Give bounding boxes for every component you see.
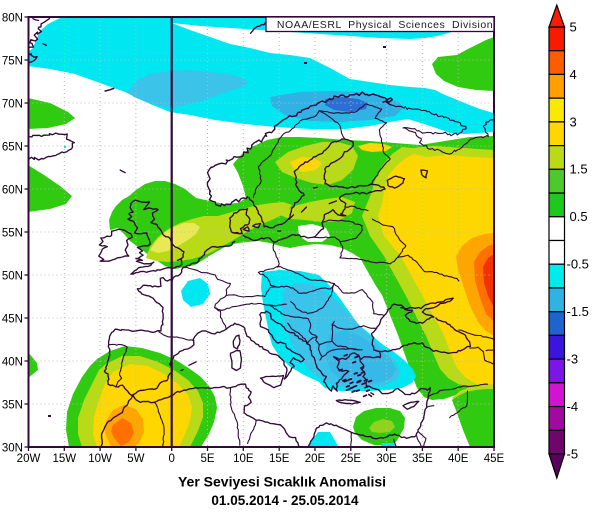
svg-text:3: 3 <box>570 114 577 129</box>
svg-text:Yer Seviyesi Sıcaklık Anomalis: Yer Seviyesi Sıcaklık Anomalisi <box>178 474 386 490</box>
svg-text:10E: 10E <box>233 453 254 465</box>
svg-text:1.5: 1.5 <box>570 162 588 177</box>
svg-text:45E: 45E <box>484 453 505 465</box>
svg-text:25E: 25E <box>341 453 362 465</box>
svg-text:20W: 20W <box>17 453 41 465</box>
svg-text:-1.5: -1.5 <box>567 304 589 319</box>
svg-text:70N: 70N <box>2 98 23 110</box>
svg-text:15W: 15W <box>52 453 76 465</box>
svg-text:01.05.2014 - 25.05.2014: 01.05.2014 - 25.05.2014 <box>211 493 359 508</box>
svg-text:20E: 20E <box>305 453 326 465</box>
svg-text:15E: 15E <box>269 453 290 465</box>
svg-text:-4: -4 <box>567 399 579 414</box>
svg-text:5: 5 <box>570 19 577 34</box>
svg-text:35E: 35E <box>412 453 433 465</box>
svg-text:0.5: 0.5 <box>570 209 588 224</box>
svg-text:4: 4 <box>570 67 577 82</box>
svg-text:65N: 65N <box>2 141 23 153</box>
svg-text:5E: 5E <box>200 453 214 465</box>
svg-text:75N: 75N <box>2 55 23 67</box>
svg-text:40N: 40N <box>2 356 23 368</box>
svg-text:-5: -5 <box>567 446 579 461</box>
svg-text:10W: 10W <box>88 453 112 465</box>
svg-text:0: 0 <box>168 453 174 465</box>
svg-text:30N: 30N <box>2 442 23 454</box>
svg-text:5W: 5W <box>127 453 144 465</box>
svg-text:-0.5: -0.5 <box>567 257 589 272</box>
svg-text:60N: 60N <box>2 184 23 196</box>
svg-text:30E: 30E <box>376 453 397 465</box>
svg-text:NOAA/ESRL Physical Sciences Di: NOAA/ESRL Physical Sciences Division <box>277 19 493 31</box>
svg-text:50N: 50N <box>2 270 23 282</box>
svg-text:35N: 35N <box>2 399 23 411</box>
svg-text:40E: 40E <box>448 453 469 465</box>
svg-text:-3: -3 <box>567 352 579 367</box>
svg-text:45N: 45N <box>2 313 23 325</box>
svg-text:80N: 80N <box>2 12 23 24</box>
svg-text:55N: 55N <box>2 227 23 239</box>
